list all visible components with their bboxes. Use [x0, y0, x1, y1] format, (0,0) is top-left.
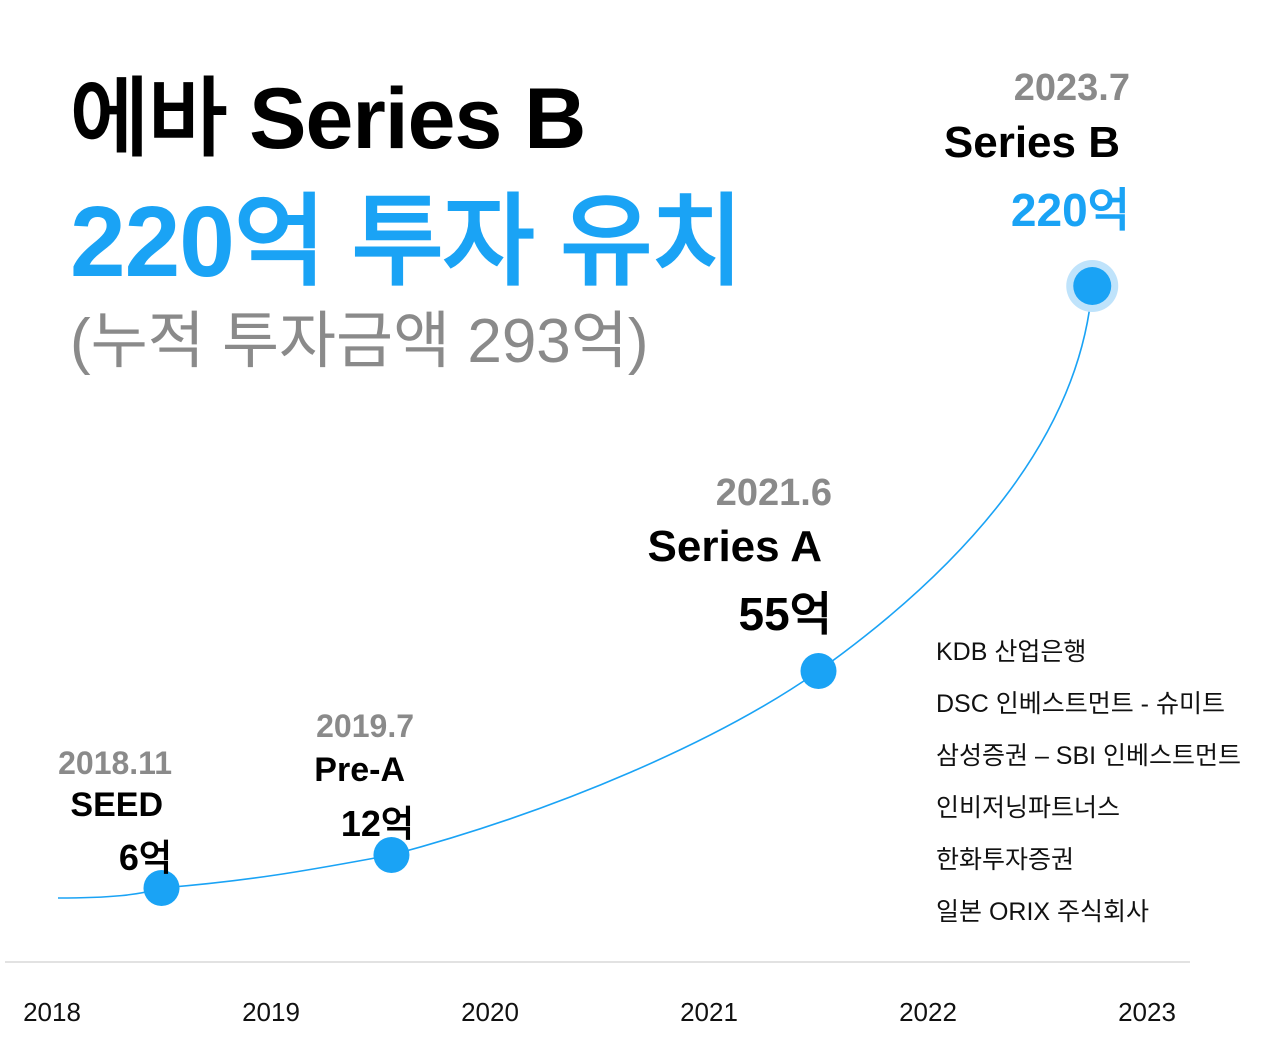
- point-round-seed: SEED: [70, 786, 163, 824]
- point-amount-seed: 6억: [118, 837, 172, 878]
- investor-item: 삼성증권 – SBI 인베스트먼트: [936, 742, 1242, 770]
- x-tick-label: 2021: [680, 997, 738, 1027]
- title-line-1: 에바 Series B: [70, 71, 586, 167]
- point-date-pre-a: 2019.7: [316, 708, 414, 744]
- point-amount-series-b: 220억: [1010, 184, 1130, 236]
- point-date-series-a: 2021.6: [715, 472, 832, 514]
- investor-item: DSC 인베스트먼트 - 슈미트: [936, 690, 1225, 718]
- title-line-2: 220억 투자 유치: [70, 186, 743, 298]
- point-amount-pre-a: 12억: [340, 803, 414, 844]
- x-tick-label: 2019: [242, 997, 300, 1027]
- year-ticks-layer: 2018 2019 2020 2021 2022 2023: [23, 997, 1176, 1027]
- investor-item: 한화투자증권: [936, 846, 1075, 874]
- point-round-pre-a: Pre-A: [314, 751, 405, 789]
- data-point-dot: [373, 837, 410, 873]
- point-round-series-a: Series A: [647, 522, 822, 571]
- point-round-series-b: Series B: [943, 118, 1120, 167]
- data-point-dot: [800, 653, 837, 689]
- investor-item: KDB 산업은행: [936, 638, 1087, 666]
- data-point-dot: [1073, 267, 1112, 305]
- data-point-dot: [143, 870, 180, 906]
- title-line-3: (누적 투자금액 293억): [70, 307, 649, 376]
- point-amount-series-a: 55억: [738, 588, 833, 640]
- x-tick-label: 2020: [461, 997, 519, 1027]
- investor-item: 일본 ORIX 주식회사: [936, 898, 1150, 926]
- x-tick-label: 2018: [23, 997, 81, 1027]
- point-date-seed: 2018.11: [58, 745, 172, 781]
- x-tick-label: 2022: [899, 997, 957, 1027]
- point-date-series-b: 2023.7: [1013, 67, 1130, 109]
- investor-item: 인비저닝파트너스: [936, 794, 1121, 822]
- x-tick-label: 2023: [1118, 997, 1176, 1027]
- data-points-layer: [143, 260, 1119, 906]
